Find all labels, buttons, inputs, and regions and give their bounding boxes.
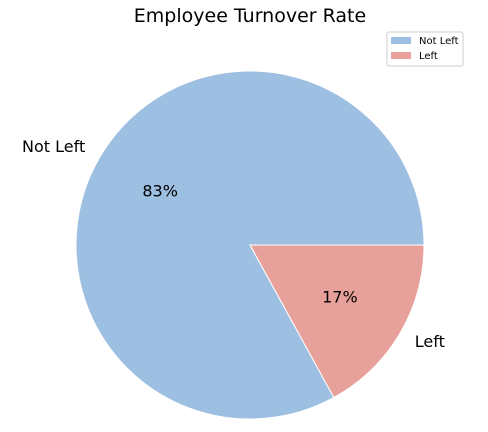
slice-percent-label: 17% [322,288,358,307]
chart-title: Employee Turnover Rate [134,5,366,27]
slice-percent-label: 83% [142,181,178,200]
slice-label: Left [415,332,445,351]
pie-labels: Not Left 83% Left 17% [22,137,445,351]
legend-swatch [391,52,411,59]
pie-slice-left [249,244,425,399]
legend: Not Left Left [386,31,464,67]
slice-label: Not Left [22,137,85,156]
legend-swatch [391,37,411,44]
legend-label: Not Left [419,36,459,47]
pie-slices [75,70,425,420]
legend-label: Left [419,51,438,62]
